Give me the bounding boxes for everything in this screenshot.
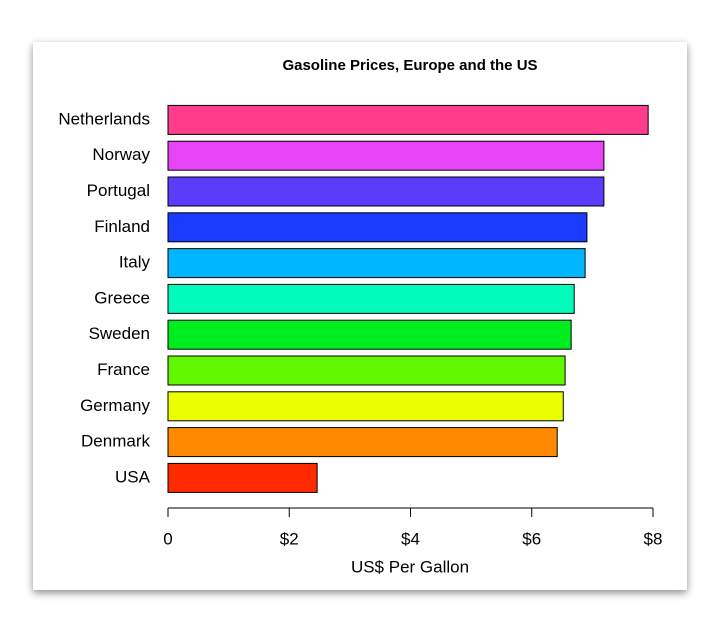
bar — [167, 248, 586, 279]
y-tick-label: Netherlands — [58, 109, 150, 128]
y-tick-label: Norway — [92, 145, 150, 164]
bar — [167, 391, 564, 422]
bar — [167, 212, 588, 243]
x-tick-label: $4 — [401, 529, 420, 548]
y-tick-label: Germany — [80, 396, 150, 415]
bar — [167, 355, 566, 386]
x-axis-label: US$ Per Gallon — [351, 557, 469, 576]
bar — [167, 176, 605, 207]
bar — [167, 140, 605, 171]
bar — [167, 283, 575, 314]
x-tick-label: 0 — [163, 529, 172, 548]
y-tick-label: Denmark — [81, 432, 150, 451]
y-tick-label: France — [97, 360, 150, 379]
x-tick-label: $6 — [522, 529, 541, 548]
x-tick-label: $8 — [644, 529, 663, 548]
y-tick-label: Finland — [94, 217, 150, 236]
bar — [167, 427, 558, 458]
bar — [167, 104, 649, 135]
y-tick-label: Portugal — [87, 181, 150, 200]
y-tick-label: USA — [115, 467, 151, 486]
x-tick-label: $2 — [280, 529, 299, 548]
bar — [167, 462, 318, 493]
bar — [167, 319, 572, 350]
y-tick-label: Sweden — [89, 324, 150, 343]
chart-title: Gasoline Prices, Europe and the US — [282, 57, 537, 74]
y-tick-label: Greece — [94, 288, 150, 307]
y-tick-label: Italy — [119, 253, 151, 272]
